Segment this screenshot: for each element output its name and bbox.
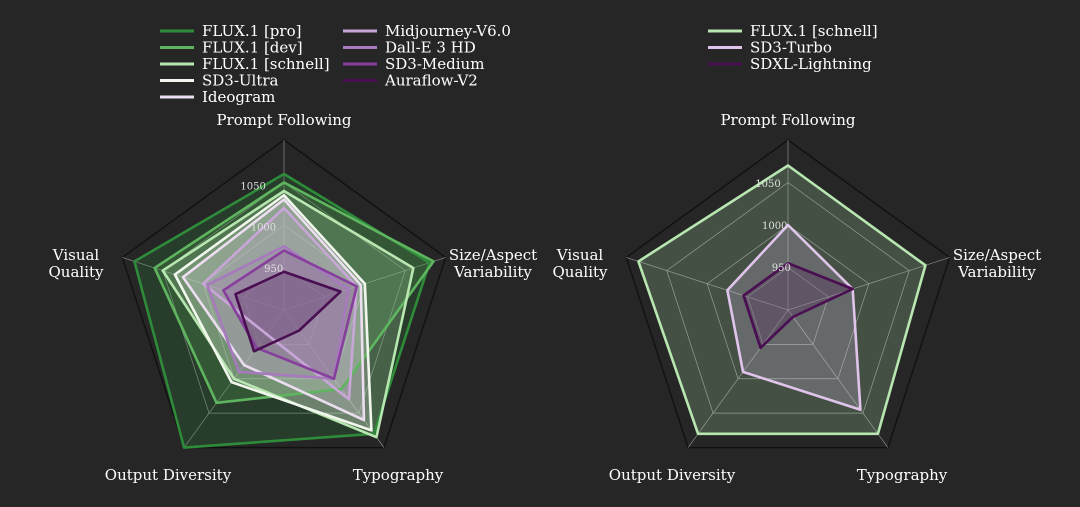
axis-label: Visual Quality xyxy=(49,246,105,281)
radar-chart-2: 950 1000 1050 Prompt Following Size/Aspect Va… xyxy=(553,22,1042,484)
radial-tick-label: 950 xyxy=(772,263,791,274)
series-line xyxy=(637,164,927,436)
legend-label: FLUX.1 [pro] xyxy=(202,22,301,40)
legend-label: SD3-Ultra xyxy=(202,72,279,90)
axis-label: Typography xyxy=(353,466,444,484)
radar-grid-ring xyxy=(706,224,870,380)
legend-label: SD3-Turbo xyxy=(750,39,832,57)
radial-tick-label: 1000 xyxy=(762,221,787,232)
series-line xyxy=(173,193,373,432)
series-line xyxy=(181,198,366,422)
series-fill xyxy=(638,165,926,434)
radar-spoke xyxy=(787,309,889,448)
radial-tick-label: 1000 xyxy=(251,223,276,234)
series-line xyxy=(234,270,342,353)
legend-label: Auraflow-V2 xyxy=(384,72,478,90)
axis-label: Prompt Following xyxy=(216,111,351,129)
axis-label: Output Diversity xyxy=(609,466,736,484)
radar-spoke xyxy=(626,257,789,311)
axis-label: Size/Aspect Variability xyxy=(449,246,537,281)
legend: FLUX.1 [pro]FLUX.1 [dev]FLUX.1 [schnell]… xyxy=(160,22,511,106)
series-fill xyxy=(174,195,372,431)
legend-label: Midjourney-V6.0 xyxy=(385,22,511,40)
axis-label: Size/Aspect Variability xyxy=(953,246,1041,281)
radial-tick-label: 1050 xyxy=(755,179,780,190)
series-fill xyxy=(207,246,349,379)
series-fill xyxy=(203,208,357,400)
radar-chart-1: 950 1000 1050 Prompt Following Size/Aspect Va… xyxy=(49,22,538,484)
radar-outer-frame xyxy=(121,139,447,449)
series-fill xyxy=(134,174,430,448)
radar-spoke xyxy=(687,309,789,448)
legend-label: FLUX.1 [dev] xyxy=(202,39,303,57)
radar-outer-frame xyxy=(625,139,951,449)
legend-label: SDXL-Lightning xyxy=(750,55,872,73)
axis-label: Visual Quality xyxy=(553,246,609,281)
series-line xyxy=(726,223,862,412)
legend-label: Dall-E 3 HD xyxy=(385,39,476,57)
series-line xyxy=(222,249,359,381)
radar-spoke xyxy=(787,257,950,311)
radar-grid-ring xyxy=(747,267,829,345)
legend-label: Ideogram xyxy=(202,88,275,106)
series-line xyxy=(201,206,359,401)
legend-label: SD3-Medium xyxy=(385,55,484,73)
axis-label: Prompt Following xyxy=(720,111,855,129)
series-line xyxy=(205,244,350,381)
legend-label: FLUX.1 [schnell] xyxy=(202,55,330,73)
series-fill xyxy=(182,199,364,421)
axis-label: Typography xyxy=(857,466,948,484)
legend-label: FLUX.1 [schnell] xyxy=(750,22,878,40)
radial-tick-label: 1050 xyxy=(240,181,265,192)
radar-grid-ring xyxy=(666,182,910,414)
series-line xyxy=(742,261,854,350)
series-fill xyxy=(743,263,853,348)
radial-tick-label: 950 xyxy=(264,264,283,275)
axis-label: Output Diversity xyxy=(105,466,232,484)
radar-grid-ring xyxy=(243,267,325,345)
